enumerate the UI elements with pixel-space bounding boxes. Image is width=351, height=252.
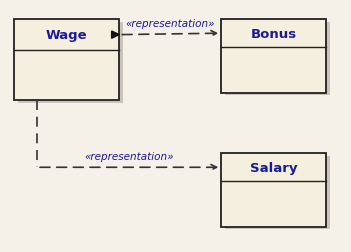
Text: Wage: Wage bbox=[46, 29, 87, 42]
Bar bbox=[225, 23, 330, 96]
Bar bbox=[18, 23, 123, 103]
Polygon shape bbox=[112, 32, 119, 39]
Bar bbox=[14, 20, 119, 101]
Text: «representation»: «representation» bbox=[126, 19, 215, 29]
Text: «representation»: «representation» bbox=[85, 151, 174, 161]
Bar bbox=[221, 20, 326, 93]
Text: Bonus: Bonus bbox=[251, 27, 297, 41]
Bar bbox=[225, 156, 330, 229]
Text: Salary: Salary bbox=[250, 161, 298, 174]
Bar bbox=[221, 154, 326, 227]
